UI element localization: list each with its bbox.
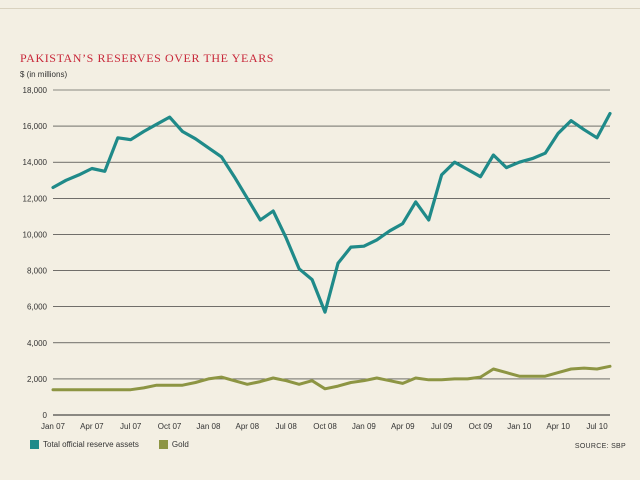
x-tick-label: Jan 08 — [196, 422, 221, 431]
x-tick-label: Apr 09 — [391, 422, 415, 431]
y-tick-label: 6,000 — [27, 303, 48, 312]
legend-item-total: Total official reserve assets — [30, 440, 139, 449]
source-note: SOURCE: SBP — [574, 443, 626, 450]
x-tick-label: Oct 08 — [313, 422, 337, 431]
y-tick-label: 18,000 — [23, 86, 48, 95]
chart-title: PAKISTAN’S RESERVES OVER THE YEARS — [20, 51, 275, 65]
y-tick-label: 14,000 — [23, 158, 48, 167]
y-tick-label: 10,000 — [23, 230, 48, 239]
legend-label-gold: Gold — [171, 440, 189, 449]
x-tick-label: Jul 10 — [586, 422, 608, 431]
x-tick-label: Oct 09 — [469, 422, 493, 431]
series-lines — [51, 111, 612, 392]
x-tick-labels: Jan 07 Apr 07 Jul 07 Oct 07 Jan 08 Apr 08 Jul … — [41, 422, 608, 431]
grid-lines — [53, 89, 610, 416]
legend-item-gold: Gold — [158, 440, 189, 449]
y-tick-labels: 0 2,000 4,000 6,000 8,000 10,000 12,000 14,000 1… — [23, 86, 48, 420]
x-tick-label: Apr 10 — [546, 422, 570, 431]
x-tick-label: Jul 09 — [431, 422, 453, 431]
x-tick-label: Apr 08 — [236, 422, 260, 431]
y-tick-label: 16,000 — [23, 122, 48, 131]
x-tick-label: Jan 07 — [41, 422, 66, 431]
y-tick-label: 8,000 — [27, 267, 48, 276]
legend-swatch-gold — [158, 440, 168, 449]
top-rule — [0, 8, 640, 9]
x-tick-label: Jan 09 — [352, 422, 377, 431]
y-axis-unit-label: $ (in millions) — [20, 70, 68, 79]
legend: Total official reserve assets Gold — [30, 440, 209, 449]
x-tick-label: Apr 07 — [80, 422, 104, 431]
legend-label-total: Total official reserve assets — [43, 440, 139, 449]
y-tick-label: 2,000 — [27, 375, 48, 384]
series-line-gold — [51, 364, 612, 392]
x-tick-label: Oct 07 — [158, 422, 182, 431]
x-tick-label: Jul 08 — [275, 422, 297, 431]
x-tick-label: Jul 07 — [120, 422, 142, 431]
legend-swatch-total — [30, 440, 39, 449]
series-line-total-reserves — [51, 111, 612, 314]
y-tick-label: 4,000 — [27, 339, 48, 348]
y-tick-label: 12,000 — [23, 194, 48, 203]
y-tick-label: 0 — [43, 411, 48, 420]
x-tick-label: Jan 10 — [507, 422, 532, 431]
